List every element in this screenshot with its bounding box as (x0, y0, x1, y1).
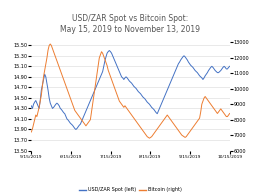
Legend: USD/ZAR Spot (left), Bitcoin (right): USD/ZAR Spot (left), Bitcoin (right) (77, 185, 184, 193)
Bitcoin (right) (148, 137, 151, 139)
USD/ZAR Spot (left) (74, 128, 78, 131)
Bitcoin (right) (67, 91, 70, 93)
USD/ZAR Spot (left) (180, 57, 183, 60)
USD/ZAR Spot (left) (66, 118, 69, 120)
Title: USD/ZAR Spot vs Bitcoin Spot:
May 15, 2019 to November 13, 2019: USD/ZAR Spot vs Bitcoin Spot: May 15, 20… (61, 14, 200, 34)
Bitcoin (right) (88, 120, 91, 122)
USD/ZAR Spot (left) (30, 105, 33, 107)
Bitcoin (right) (228, 112, 231, 115)
USD/ZAR Spot (left) (119, 73, 122, 75)
Line: USD/ZAR Spot (left): USD/ZAR Spot (left) (31, 51, 230, 130)
Bitcoin (right) (30, 131, 33, 133)
Line: Bitcoin (right): Bitcoin (right) (31, 44, 230, 138)
USD/ZAR Spot (left) (228, 65, 231, 68)
Bitcoin (right) (46, 49, 50, 51)
Bitcoin (right) (50, 44, 53, 47)
Bitcoin (right) (118, 100, 121, 102)
USD/ZAR Spot (left) (46, 89, 50, 91)
USD/ZAR Spot (left) (108, 49, 111, 52)
Bitcoin (right) (49, 43, 52, 45)
USD/ZAR Spot (left) (88, 102, 91, 104)
USD/ZAR Spot (left) (49, 102, 52, 104)
Bitcoin (right) (180, 134, 183, 136)
